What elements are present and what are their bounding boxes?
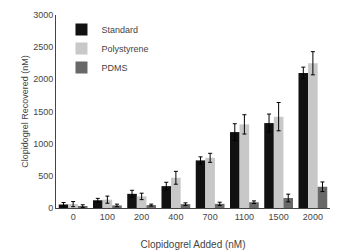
svg-text:700: 700 bbox=[203, 212, 218, 222]
svg-text:0: 0 bbox=[71, 212, 76, 222]
svg-text:Polystyrene: Polystyrene bbox=[101, 44, 148, 54]
svg-text:1500: 1500 bbox=[269, 212, 289, 222]
svg-text:2000: 2000 bbox=[33, 74, 53, 84]
svg-text:Clopidogrel Recovered (nM): Clopidogrel Recovered (nM) bbox=[20, 55, 30, 168]
svg-text:500: 500 bbox=[38, 171, 53, 181]
svg-text:1100: 1100 bbox=[235, 212, 254, 222]
svg-text:Standard: Standard bbox=[101, 25, 138, 35]
svg-text:2500: 2500 bbox=[33, 42, 53, 52]
svg-text:1000: 1000 bbox=[33, 139, 53, 149]
svg-text:PDMS: PDMS bbox=[101, 63, 127, 73]
svg-text:3000: 3000 bbox=[33, 10, 53, 20]
svg-text:0: 0 bbox=[48, 203, 53, 213]
svg-text:1500: 1500 bbox=[33, 107, 53, 117]
svg-text:Clopidogrel Added (nM): Clopidogrel Added (nM) bbox=[140, 239, 245, 250]
svg-text:2000: 2000 bbox=[303, 212, 323, 222]
svg-text:200: 200 bbox=[134, 212, 149, 222]
svg-text:400: 400 bbox=[168, 212, 183, 222]
svg-text:100: 100 bbox=[100, 212, 115, 222]
